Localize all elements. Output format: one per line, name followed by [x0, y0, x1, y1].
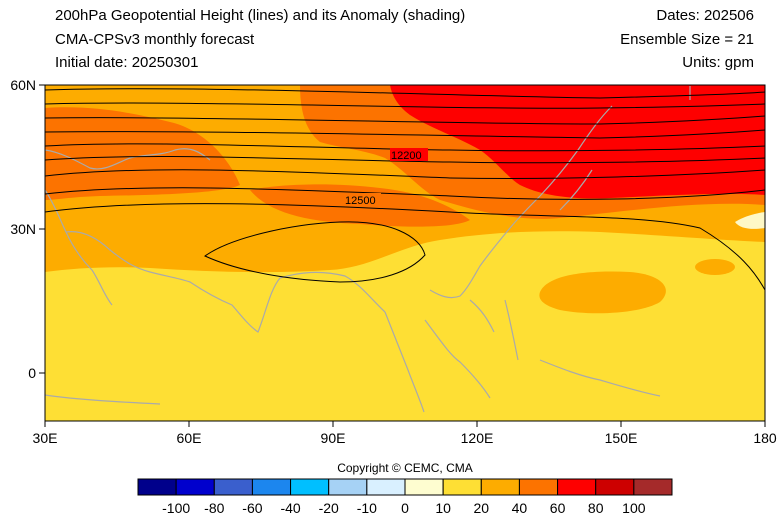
lon-label-90e: 90E	[321, 430, 346, 446]
lat-label-0: 0	[28, 365, 36, 381]
contour-label-bg-12200	[390, 148, 428, 161]
colorbar-box	[290, 478, 330, 496]
tick-marks	[39, 84, 766, 427]
contour-label-12200: 12200	[391, 150, 422, 162]
colorbar-box	[137, 478, 177, 496]
anomaly-map: 12200 12500 30E 60E 90E 120E 150E 180 60…	[10, 77, 777, 446]
shade-40-60-west	[45, 107, 240, 200]
colorbar-label: 60	[550, 500, 566, 516]
lon-label-150e: 150E	[605, 430, 638, 446]
colorbar-box	[518, 478, 559, 496]
lon-label-60e: 60E	[177, 430, 202, 446]
colorbar-box	[480, 478, 520, 496]
lon-label-30e: 30E	[33, 430, 58, 446]
colorbar-box	[251, 478, 292, 496]
shade-0-10-patch	[735, 212, 765, 229]
colorbar-box	[633, 478, 673, 496]
units-label: Units: gpm	[682, 54, 754, 71]
colorbar-label: -100	[162, 500, 190, 516]
contour-label-bg-12500	[343, 193, 381, 206]
colorbar-label: 100	[622, 500, 646, 516]
colorbar-label: 80	[588, 500, 604, 516]
colorbar-box	[595, 478, 635, 496]
colorbar-box	[557, 478, 597, 496]
colorbar-label: 20	[473, 500, 489, 516]
lon-label-120e: 120E	[461, 430, 494, 446]
shade-20-40-pacific-patch	[539, 271, 666, 314]
copyright-notice: Copyright © CEMC, CMA	[337, 461, 473, 475]
colorbar-box	[366, 478, 406, 496]
colorbar-label: -80	[204, 500, 224, 516]
shade-20-40-east-patch	[695, 259, 735, 275]
colorbar-label: -40	[280, 500, 300, 516]
forecast-dates: Dates: 202506	[656, 7, 754, 24]
lon-label-180: 180	[753, 430, 777, 446]
map-title: 200hPa Geopotential Height (lines) and i…	[55, 7, 466, 24]
initial-date: Initial date: 20250301	[55, 54, 199, 71]
map-subtitle: CMA-CPSv3 monthly forecast	[55, 31, 255, 48]
contour-label-12500: 12500	[345, 195, 376, 207]
colorbar-label: -60	[242, 500, 262, 516]
colorbar-label: 10	[435, 500, 451, 516]
colorbar-box	[175, 478, 215, 496]
shade-60-80-core	[390, 85, 765, 199]
map-frame	[44, 84, 766, 422]
colorbar-box	[404, 478, 444, 496]
colorbar-label: 0	[401, 500, 409, 516]
colorbar-box	[442, 478, 482, 496]
lat-label-60n: 60N	[10, 77, 36, 93]
lat-label-30n: 30N	[10, 221, 36, 237]
colorbar-label: -10	[357, 500, 377, 516]
colorbar-label: 40	[512, 500, 528, 516]
colorbar-box	[213, 478, 253, 496]
height-contours	[45, 88, 765, 291]
colorbar-box	[328, 478, 368, 496]
colorbar-label: -20	[319, 500, 339, 516]
ensemble-size: Ensemble Size = 21	[620, 31, 754, 48]
coastlines	[45, 86, 691, 413]
